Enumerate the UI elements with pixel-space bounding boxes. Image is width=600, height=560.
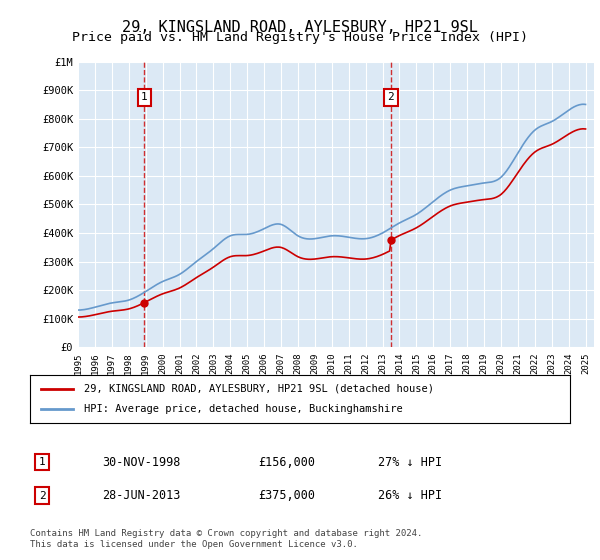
Text: 27% ↓ HPI: 27% ↓ HPI [378, 455, 442, 469]
Text: 1: 1 [141, 92, 148, 102]
Text: 28-JUN-2013: 28-JUN-2013 [102, 489, 181, 502]
Text: £156,000: £156,000 [258, 455, 315, 469]
Text: £375,000: £375,000 [258, 489, 315, 502]
Text: 29, KINGSLAND ROAD, AYLESBURY, HP21 9SL (detached house): 29, KINGSLAND ROAD, AYLESBURY, HP21 9SL … [84, 384, 434, 394]
Text: 2: 2 [38, 491, 46, 501]
Text: 26% ↓ HPI: 26% ↓ HPI [378, 489, 442, 502]
Text: Price paid vs. HM Land Registry's House Price Index (HPI): Price paid vs. HM Land Registry's House … [72, 31, 528, 44]
Text: 30-NOV-1998: 30-NOV-1998 [102, 455, 181, 469]
Text: 2: 2 [388, 92, 394, 102]
Text: HPI: Average price, detached house, Buckinghamshire: HPI: Average price, detached house, Buck… [84, 404, 403, 414]
Text: 29, KINGSLAND ROAD, AYLESBURY, HP21 9SL: 29, KINGSLAND ROAD, AYLESBURY, HP21 9SL [122, 20, 478, 35]
Text: Contains HM Land Registry data © Crown copyright and database right 2024.
This d: Contains HM Land Registry data © Crown c… [30, 529, 422, 549]
Text: 1: 1 [38, 457, 46, 467]
